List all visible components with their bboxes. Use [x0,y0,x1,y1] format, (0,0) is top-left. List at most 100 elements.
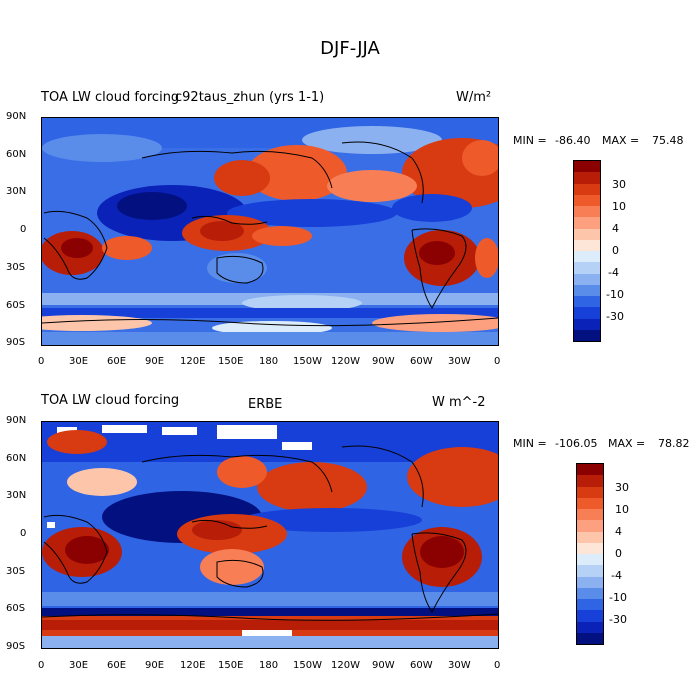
colorbar-swatch [574,183,600,195]
colorbar-swatch [577,531,603,543]
max-value-top: 75.48 [652,134,684,147]
colorbar-swatch [577,542,603,554]
colorbar-label-bottom: 30 [615,481,629,494]
lon-tick-top: 150E [218,356,244,367]
colorbar-label-top: -30 [606,310,624,323]
colorbar-swatch [577,554,603,566]
lat-tick-bottom: 90S [6,641,26,652]
lat-tick-bottom: 60N [6,453,27,464]
figure-title: DJF-JJA [320,38,380,59]
colorbar-swatch [574,217,600,229]
lon-tick-top: 0 [38,356,45,367]
colorbar-swatch [577,520,603,532]
lat-tick-bottom: 60S [6,603,26,614]
lat-tick-bottom: 30S [6,566,26,577]
colorbar-swatch [577,509,603,521]
lat-tick-top: 90S [6,337,26,348]
lon-tick-top: 60E [107,356,127,367]
lon-tick-top: 0 [494,356,501,367]
colorbar-swatch [577,587,603,599]
lon-tick-top: 180 [259,356,279,367]
lat-tick-top: 90N [6,111,27,122]
colorbar-swatch [574,206,600,218]
lon-tick-bottom: 120W [331,660,360,671]
colorbar-swatch [574,239,600,251]
lon-tick-bottom: 0 [494,660,501,671]
lat-tick-top: 60S [6,300,26,311]
lon-tick-bottom: 90E [145,660,165,671]
panel-top-title-left: TOA LW cloud forcing [41,90,180,105]
colorbar-bottom [576,463,604,645]
colorbar-label-top: -4 [608,266,619,279]
lon-tick-top: 120E [180,356,206,367]
colorbar-label-top: 30 [612,178,626,191]
lat-tick-bottom: 90N [6,415,27,426]
colorbar-label-top: -10 [606,288,624,301]
lat-tick-top: 0 [20,224,27,235]
colorbar-swatch [577,464,603,476]
colorbar-swatch [574,228,600,240]
min-label-bottom: MIN = [513,437,547,450]
colorbar-swatch [577,621,603,633]
colorbar-label-top: 4 [612,222,619,235]
lat-tick-top: 30S [6,262,26,273]
colorbar-top [573,160,601,342]
colorbar-swatch [577,486,603,498]
colorbar-swatch [577,497,603,509]
lon-tick-bottom: 90W [372,660,395,671]
colorbar-label-bottom: -4 [611,569,622,582]
colorbar-swatch [574,262,600,274]
lon-tick-top: 120W [331,356,360,367]
colorbar-swatch [574,307,600,319]
lon-tick-bottom: 150E [218,660,244,671]
colorbar-swatch [574,194,600,206]
colorbar-swatch [574,161,600,173]
colorbar-swatch [577,632,603,644]
colorbar-label-bottom: 10 [615,503,629,516]
map-top [41,117,499,346]
lon-tick-top: 30E [69,356,89,367]
lon-tick-bottom: 120E [180,660,206,671]
lon-tick-bottom: 0 [38,660,45,671]
lon-tick-top: 30W [448,356,471,367]
lon-tick-bottom: 30W [448,660,471,671]
colorbar-swatch [577,599,603,611]
panel-bottom-title-center: ERBE [248,397,283,412]
lon-tick-top: 150W [293,356,322,367]
colorbar-swatch [574,273,600,285]
max-label-bottom: MAX = [608,437,646,450]
colorbar-swatch [574,296,600,308]
lon-tick-top: 90E [145,356,165,367]
colorbar-swatch [577,610,603,622]
lon-tick-top: 90W [372,356,395,367]
lat-tick-top: 30N [6,186,27,197]
lat-tick-top: 60N [6,149,27,160]
lon-tick-top: 60W [410,356,433,367]
map-bottom [41,421,499,649]
colorbar-swatch [574,329,600,341]
panel-bottom-title-left: TOA LW cloud forcing [41,393,180,408]
colorbar-swatch [577,576,603,588]
colorbar-label-top: 0 [612,244,619,257]
colorbar-label-bottom: -10 [609,591,627,604]
colorbar-swatch [574,172,600,184]
colorbar-swatch [577,475,603,487]
lat-tick-bottom: 0 [20,528,27,539]
max-value-bottom: 78.82 [658,437,690,450]
panel-top-units: W/m² [456,90,492,105]
panel-bottom-units: W m^-2 [432,395,486,410]
min-label-top: MIN = [513,134,547,147]
colorbar-swatch [574,318,600,330]
max-label-top: MAX = [602,134,640,147]
colorbar-swatch [574,251,600,263]
colorbar-label-bottom: -30 [609,613,627,626]
lat-tick-bottom: 30N [6,490,27,501]
colorbar-label-bottom: 4 [615,525,622,538]
colorbar-label-top: 10 [612,200,626,213]
lon-tick-bottom: 150W [293,660,322,671]
lon-tick-bottom: 180 [259,660,279,671]
colorbar-swatch [577,565,603,577]
panel-top-title-center: c92taus_zhun (yrs 1-1) [175,90,325,105]
min-value-bottom: -106.05 [555,437,598,450]
lon-tick-bottom: 60W [410,660,433,671]
